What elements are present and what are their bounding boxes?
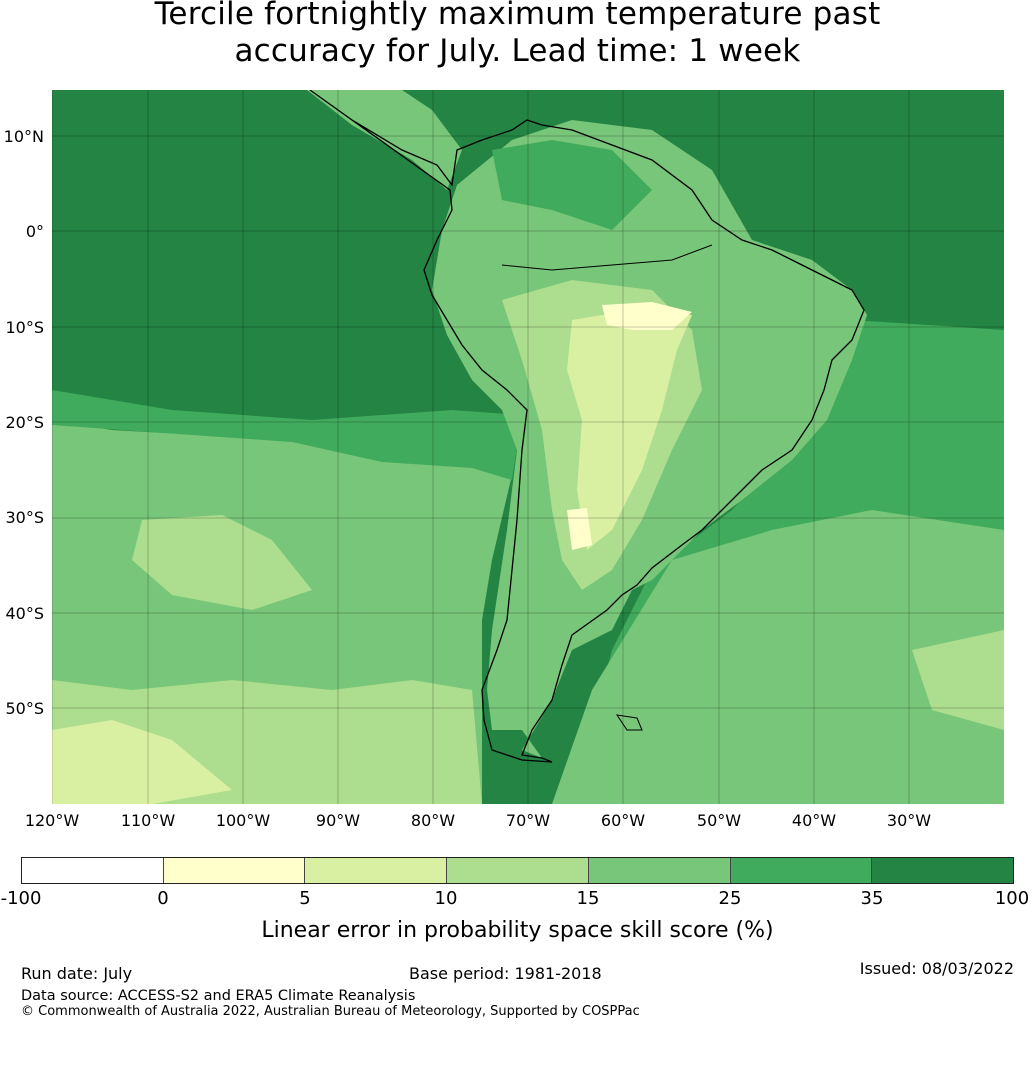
falkland-islands [615,714,643,731]
colorbar-segment [587,858,730,883]
colorbar-segment [304,858,447,883]
pacific-patch-1 [132,515,312,610]
lon-label: 40°W [791,811,837,830]
colorbar-segment [162,858,305,883]
lat-label: 50°S [5,699,44,718]
lon-label: 100°W [215,811,271,830]
colorbar-tick: 15 [576,888,600,909]
lon-label: 30°W [886,811,932,830]
interior-peak-1 [602,302,692,330]
lon-label: 70°W [505,811,551,830]
lon-label: 60°W [600,811,646,830]
colorbar-segment [446,858,588,883]
atlantic-south-field [552,510,1004,804]
lat-label: 10°S [5,318,44,337]
run-date: Run date: July [21,964,133,983]
colorbar [21,857,1014,884]
copyright: © Commonwealth of Australia 2022, Austra… [21,1004,640,1019]
colorbar-tick: 10 [434,888,458,909]
colorbar-segment [22,858,163,883]
graticule [52,90,1004,804]
lon-label: 110°W [120,811,176,830]
data-source: Data source: ACCESS-S2 and ERA5 Climate … [21,988,416,1004]
title-line-2: accuracy for July. Lead time: 1 week [234,33,801,69]
pacific-transition-field [52,390,522,480]
interior-high-skill-field [567,310,692,550]
lat-label: 30°S [5,508,44,527]
lon-label: 90°W [315,811,361,830]
colorbar-tick: 100 [994,888,1030,909]
coastline [309,90,865,763]
lat-label: 10°N [3,127,44,146]
amazon-river [501,244,713,271]
lon-label: 50°W [696,811,742,830]
lon-label: 80°W [410,811,456,830]
pacific-patch-2 [52,720,232,804]
lat-label: 20°S [5,413,44,432]
colorbar-tick: 5 [299,888,311,909]
north-land-field [492,140,652,230]
title-line-1: Tercile fortnightly maximum temperature … [154,0,881,32]
atlantic-patch-2 [912,630,1004,730]
colorbar-segment [729,858,872,883]
colorbar-tick: 25 [718,888,742,909]
map-canvas [52,90,1004,804]
colorbar-segment [871,858,1014,883]
colorbar-tick: -100 [0,888,42,909]
atlantic-patch [832,370,1004,480]
colorbar-tick: 35 [860,888,884,909]
colorbar-tick: 0 [157,888,169,909]
map-title: Tercile fortnightly maximum temperature … [0,0,1035,70]
skill-score-map [52,90,1004,804]
lon-label: 120°W [24,811,80,830]
base-period: Base period: 1981-2018 [409,964,602,983]
issued-date: Issued: 08/03/2022 [859,959,1014,978]
interior-peak-2 [567,508,592,550]
colorbar-label: Linear error in probability space skill … [261,918,774,943]
lat-label: 0° [25,222,44,241]
lat-label: 40°S [5,604,44,623]
